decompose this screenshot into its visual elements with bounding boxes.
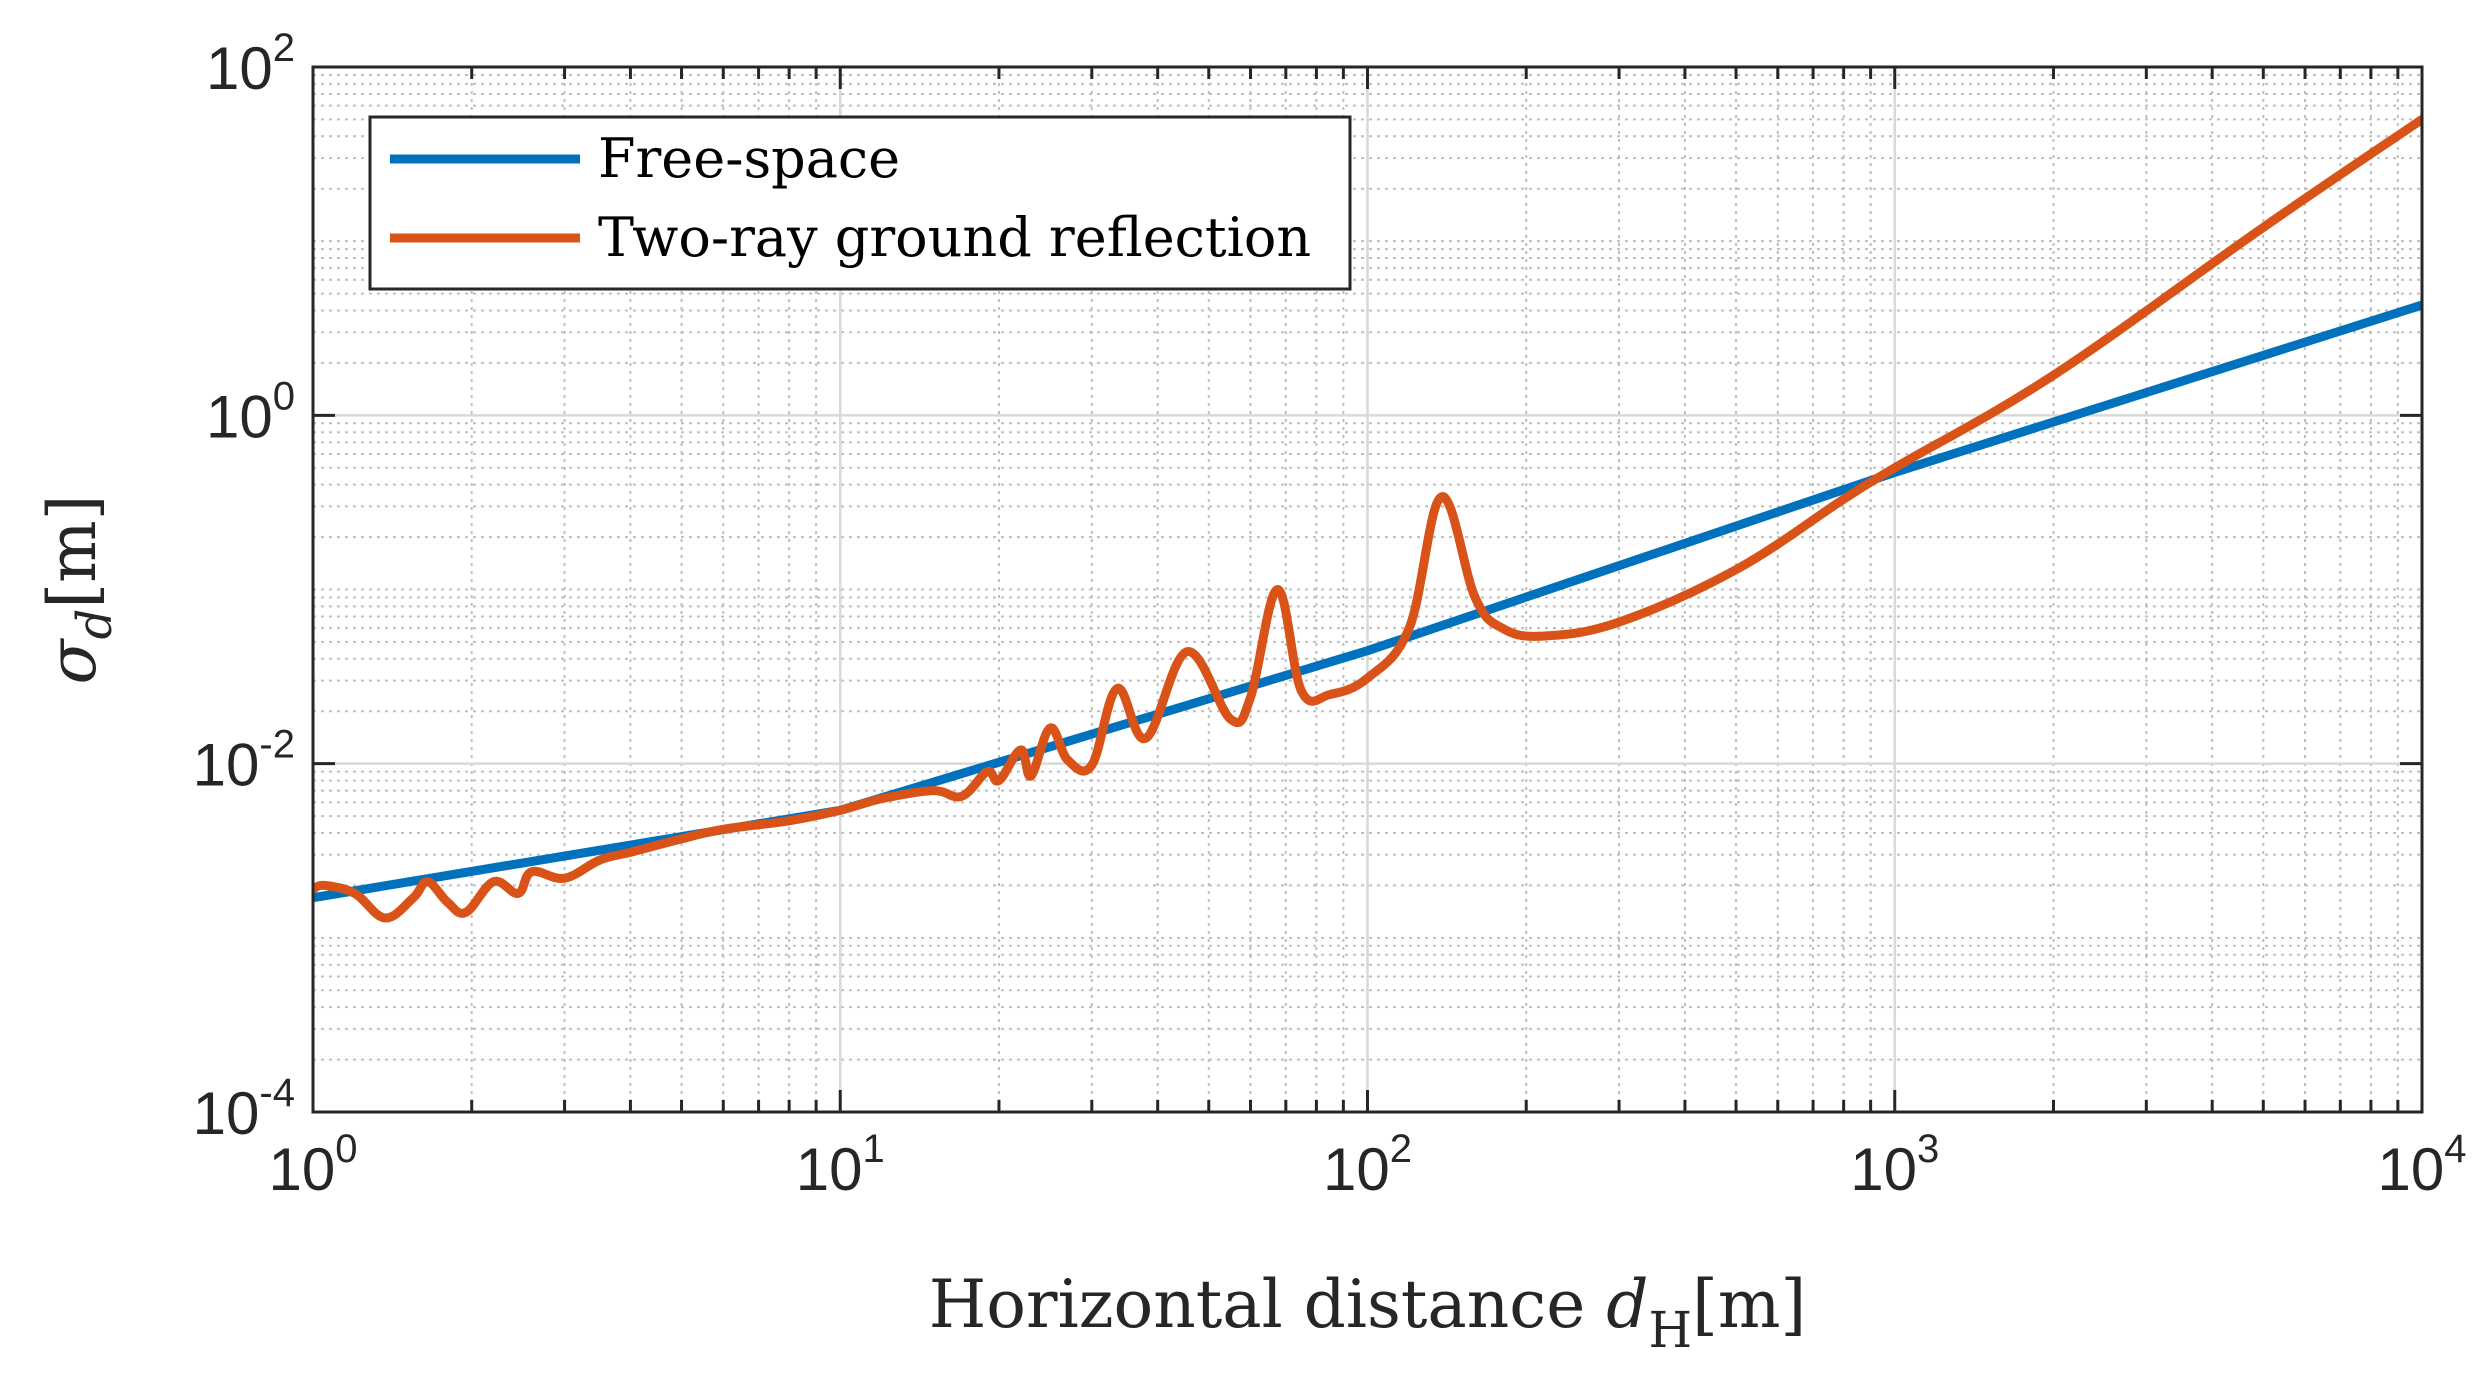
y-tick-label: 100 (206, 374, 295, 450)
x-tick-label: 102 (1323, 1127, 1412, 1203)
legend-label-free-space: Free-space (598, 127, 900, 190)
x-axis-label: Horizontal distance dH[m] (929, 1266, 1806, 1359)
y-tick-label: 10-4 (193, 1071, 295, 1147)
x-tick-label: 104 (2378, 1127, 2467, 1203)
axis-labels: 100 101 102 103 104 10-4 10-2 100 102 Horizontal … (34, 26, 2467, 1359)
y-tick-label: 102 (206, 26, 295, 102)
series-line-two-ray-ground-reflection (313, 114, 2422, 923)
series-group (313, 114, 2422, 923)
tick-marks (311, 65, 2424, 1114)
legend-label-two-ray-ground-reflection: Two-ray ground reflection (598, 206, 1311, 269)
x-tick-label: 100 (269, 1127, 358, 1203)
y-tick-label: 10-2 (193, 723, 295, 799)
x-tick-label: 103 (1850, 1127, 1939, 1203)
minor-grid (313, 67, 2422, 1112)
legend: Free-space Two-ray ground reflection (368, 115, 1352, 291)
y-axis-label: σd[m] (34, 495, 123, 685)
legend-box (368, 115, 1352, 291)
x-tick-label: 101 (796, 1127, 885, 1203)
